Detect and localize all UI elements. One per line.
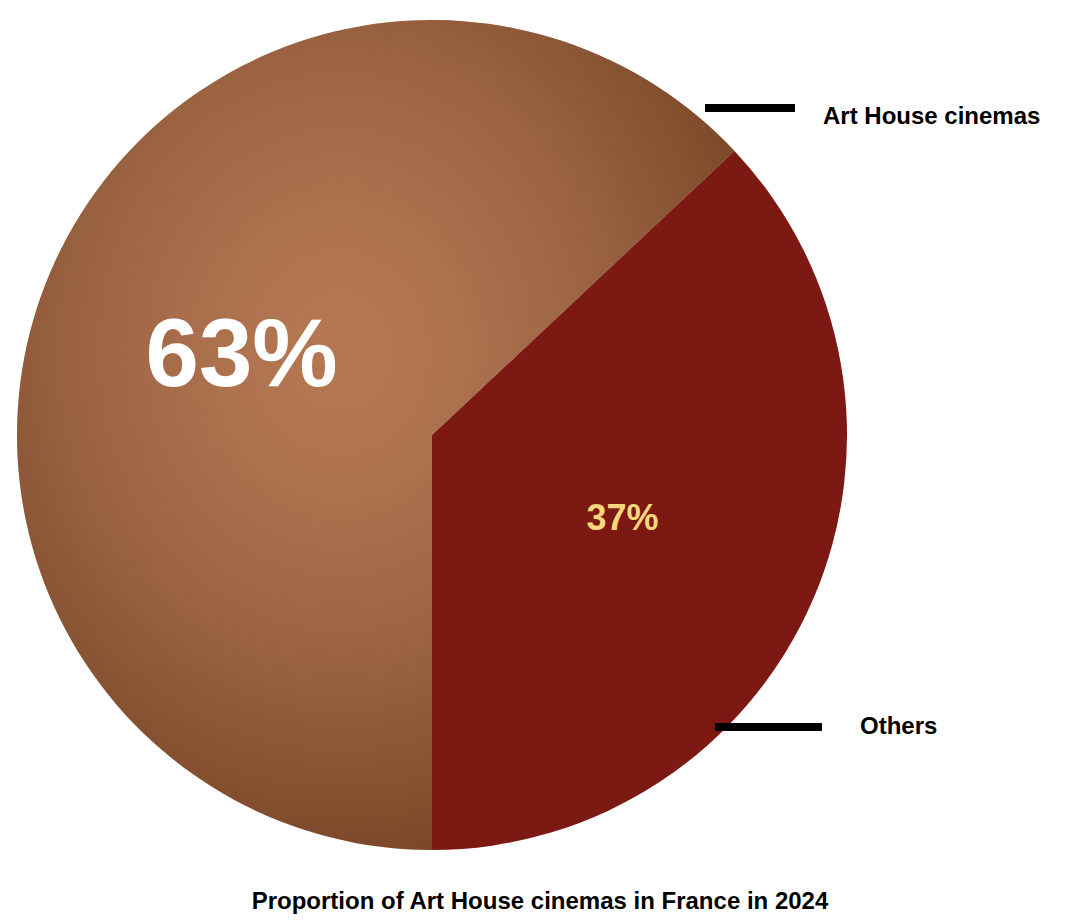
data-label: 37% — [586, 497, 658, 538]
category-label: Others — [860, 712, 937, 739]
leader-line — [705, 104, 795, 112]
chart-svg: 63% 37% Art House cinemas Others Proportion … — [0, 0, 1080, 923]
chart-container: 63% 37% Art House cinemas Others Proportion … — [0, 0, 1080, 923]
category-label: Art House cinemas — [823, 102, 1040, 129]
slice-shading — [17, 20, 735, 850]
data-label: 63% — [145, 299, 337, 406]
leader-line — [715, 723, 822, 731]
chart-title: Proportion of Art House cinemas in Franc… — [252, 887, 829, 914]
pie-slice — [432, 151, 847, 850]
pie-group: 63% 37% — [17, 20, 847, 850]
